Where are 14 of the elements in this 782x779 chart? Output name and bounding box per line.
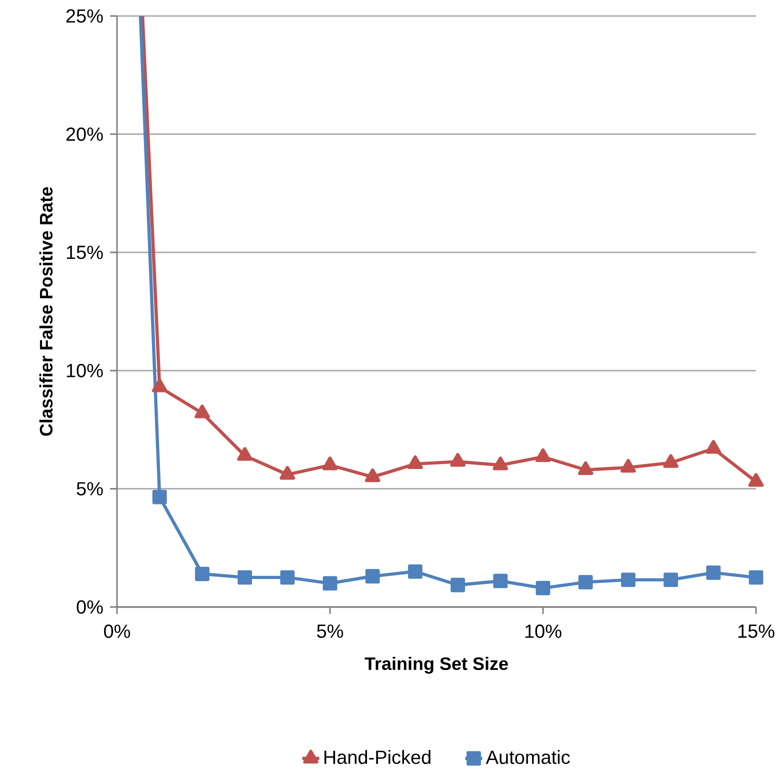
x-tick-label: 0%	[104, 624, 130, 638]
legend-label: Automatic	[486, 750, 570, 764]
x-axis-title: Training Set Size	[364, 656, 508, 674]
y-axis-title: Classifier False Positive Rate	[39, 187, 53, 436]
y-tick-label: 15%	[66, 246, 103, 260]
y-tick-label: 0%	[76, 600, 103, 614]
y-tick-label: 25%	[66, 9, 103, 23]
legend-label: Hand-Picked	[324, 750, 430, 764]
x-tick-label: 10%	[525, 624, 562, 638]
x-tick-label: 15%	[738, 624, 774, 638]
y-tick-label: 20%	[66, 127, 103, 141]
y-tick-label: 10%	[66, 364, 103, 378]
y-tick-label: 5%	[76, 482, 103, 496]
x-tick-label: 5%	[317, 624, 344, 638]
